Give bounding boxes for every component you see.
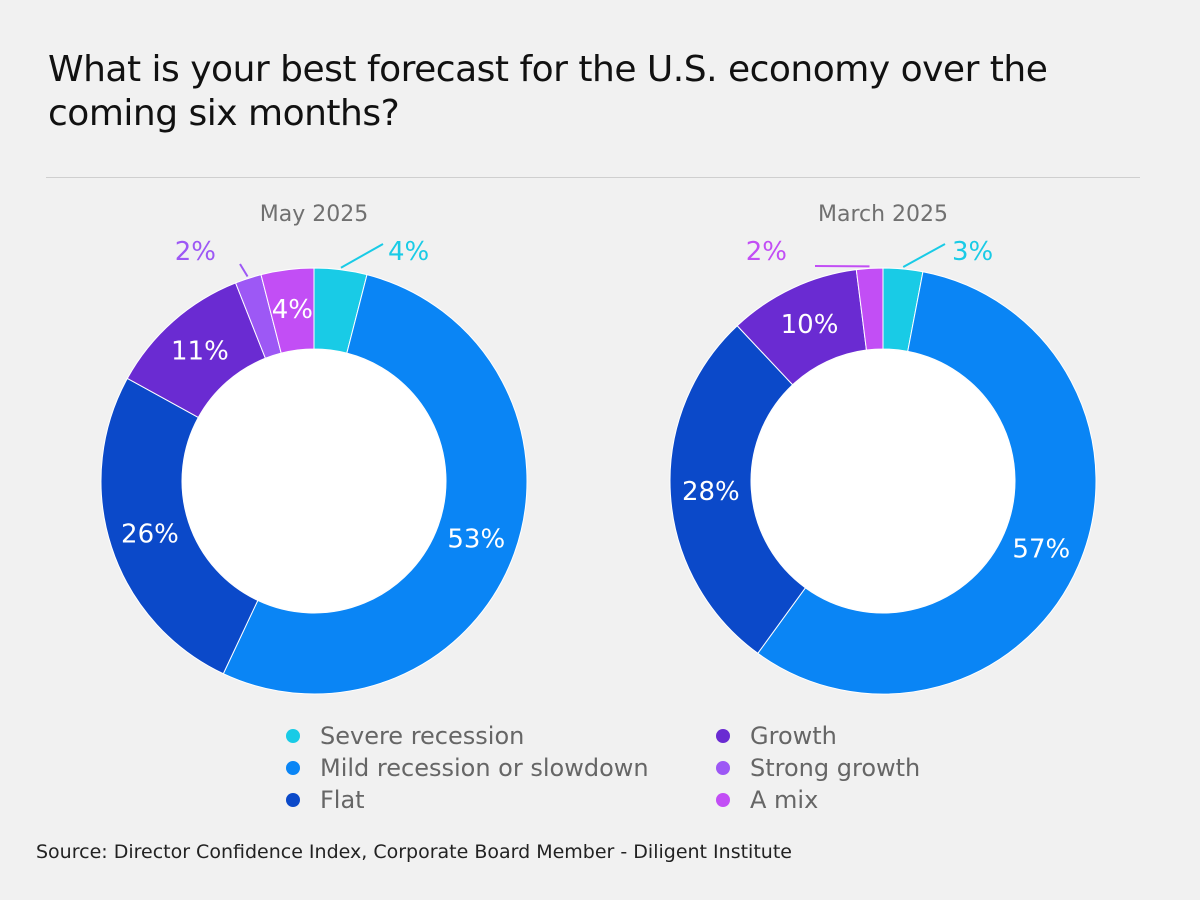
legend-label-growth: Growth — [750, 722, 837, 750]
donut-hole-march-2025 — [751, 349, 1015, 613]
slice-label-march-2025-growth: 10% — [781, 310, 839, 340]
slice-label-may-2025-flat: 26% — [121, 519, 179, 549]
legend-swatch-strong-growth — [716, 761, 730, 775]
slice-label-may-2025-severe-recession: 4% — [388, 237, 429, 267]
legend-swatch-a-mix — [716, 793, 730, 807]
legend-label-flat: Flat — [320, 786, 365, 814]
slice-label-may-2025-a-mix: 4% — [272, 295, 313, 325]
legend-swatch-flat — [286, 793, 300, 807]
title-divider — [46, 177, 1140, 178]
legend-label-a-mix: A mix — [750, 786, 819, 814]
slice-label-march-2025-mild-recession-or-slowdown: 57% — [1012, 535, 1070, 565]
source-note: Source: Director Confidence Index, Corpo… — [36, 841, 792, 863]
leader-line-may-2025-severe-recession — [340, 243, 384, 269]
slice-label-may-2025-mild-recession-or-slowdown: 53% — [447, 524, 505, 554]
legend-item-a-mix: A mix — [716, 786, 818, 814]
legend-item-strong-growth: Strong growth — [716, 754, 920, 782]
slice-may-2025-flat — [100, 377, 259, 675]
slice-label-march-2025-flat: 28% — [682, 477, 740, 507]
slice-may-2025-mild-recession-or-slowdown — [222, 274, 528, 695]
legend-label-mild-recession: Mild recession or slowdown — [320, 754, 649, 782]
slice-label-march-2025-a-mix: 2% — [746, 237, 787, 267]
leader-line-may-2025-strong-growth — [239, 263, 249, 278]
chart-title: What is your best forecast for the U.S. … — [48, 49, 1048, 134]
slice-march-2025-mild-recession-or-slowdown — [757, 271, 1097, 695]
slice-label-may-2025-strong-growth: 2% — [175, 237, 216, 267]
donut-title-may-2025: May 2025 — [259, 202, 369, 227]
legend-swatch-mild-recession — [286, 761, 300, 775]
slice-label-may-2025-growth: 11% — [171, 337, 229, 367]
legend-label-strong-growth: Strong growth — [750, 754, 921, 782]
slice-march-2025-flat — [669, 325, 807, 655]
slice-march-2025-a-mix — [855, 267, 884, 351]
legend-swatch-growth — [716, 729, 730, 743]
legend-swatch-severe-recession — [286, 729, 300, 743]
legend: Severe recession Mild recession or slowd… — [0, 722, 1200, 832]
leader-line-march-2025-severe-recession — [902, 243, 946, 268]
legend-item-mild-recession: Mild recession or slowdown — [286, 754, 649, 782]
legend-item-growth: Growth — [716, 722, 837, 750]
slice-may-2025-a-mix — [260, 267, 315, 354]
legend-item-flat: Flat — [286, 786, 365, 814]
slice-label-march-2025-severe-recession: 3% — [952, 237, 993, 267]
legend-item-severe-recession: Severe recession — [286, 722, 524, 750]
donut-hole-may-2025 — [182, 349, 446, 613]
donut-title-march-2025: March 2025 — [817, 202, 949, 227]
legend-label-severe-recession: Severe recession — [320, 722, 525, 750]
